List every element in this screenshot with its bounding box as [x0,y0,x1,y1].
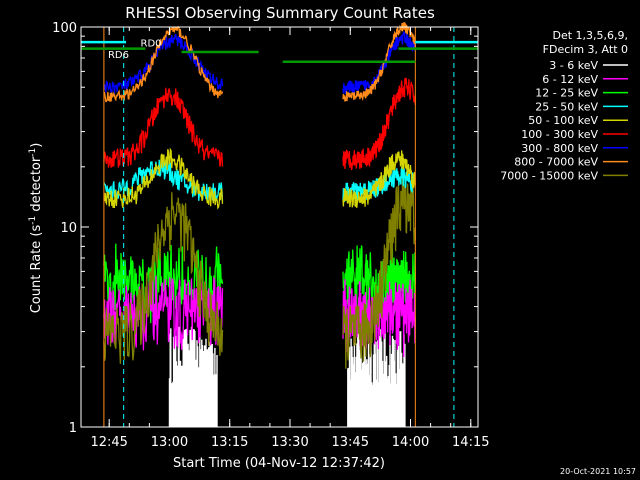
series-line-50-100-kev-0 [103,147,224,210]
legend-label-6-12-kev: 6 - 12 keV [542,73,598,86]
x-axis-label: Start Time (04-Nov-12 12:37:42) [173,456,385,471]
series-line-3-6-kev-0 [168,326,218,427]
x-tick-label-1400: 14:00 [392,435,429,450]
legend-label-12-25-kev: 12 - 25 keV [535,87,598,100]
legend-label-300-800-kev: 300 - 800 keV [521,142,598,155]
legend-label-25-50-kev: 25 - 50 keV [535,100,598,113]
x-tick-label-1345: 13:45 [332,435,369,450]
y-axis-label: Count Rate (s-1 detector-1) [28,143,44,314]
legend: Det 1,3,5,6,9,FDecim 3, Att 0 3 - 6 keV6 … [500,29,628,182]
series-line-800-7000-kev-1 [342,22,416,102]
legend-header-1: FDecim 3, Att 0 [543,43,628,56]
legend-label-50-100-kev: 50 - 100 keV [528,114,598,127]
x-tick-label-1300: 13:00 [151,435,188,450]
series-line-300-800-kev-0 [103,33,224,95]
series-line-100-300-kev-1 [342,77,416,171]
legend-label-100-300-kev: 100 - 300 keV [521,128,598,141]
chart-title: RHESSI Observing Summary Count Rates [125,4,435,22]
y-tick-label-1: 1 [69,421,77,436]
legend-label-800-7000-kev: 800 - 7000 keV [514,156,598,169]
y-tick-label-10: 10 [60,221,77,236]
y-tick-label-100: 100 [52,21,77,36]
series-line-6-12-kev-1 [342,278,416,358]
legend-header-0: Det 1,3,5,6,9, [552,29,628,42]
series-line-100-300-kev-0 [103,87,224,168]
legend-label-3-6-kev: 3 - 6 keV [549,59,598,72]
annotation-rd6: RD6 [108,50,129,61]
series-line-3-6-kev-1 [347,326,406,427]
legend-label-7000-15000-kev: 7000 - 15000 keV [500,169,598,182]
x-axis-ticks: 12:45 13:00 13:15 13:30 13:45 14:00 14:15 [90,27,490,450]
x-tick-label-1245: 12:45 [90,435,127,450]
y-axis-ticks: 1 10 100 [52,21,478,436]
series-line-800-7000-kev-0 [103,25,224,103]
x-tick-label-1330: 13:30 [271,435,308,450]
x-tick-label-1315: 13:15 [211,435,248,450]
x-tick-label-1415: 14:15 [452,435,489,450]
series-traces: RD6 RD0 [81,22,478,427]
timestamp: 20-Oct-2021 10:57 [560,467,636,476]
annotation-rd0: RD0 [141,38,162,49]
series-line-50-100-kev-1 [342,150,416,208]
